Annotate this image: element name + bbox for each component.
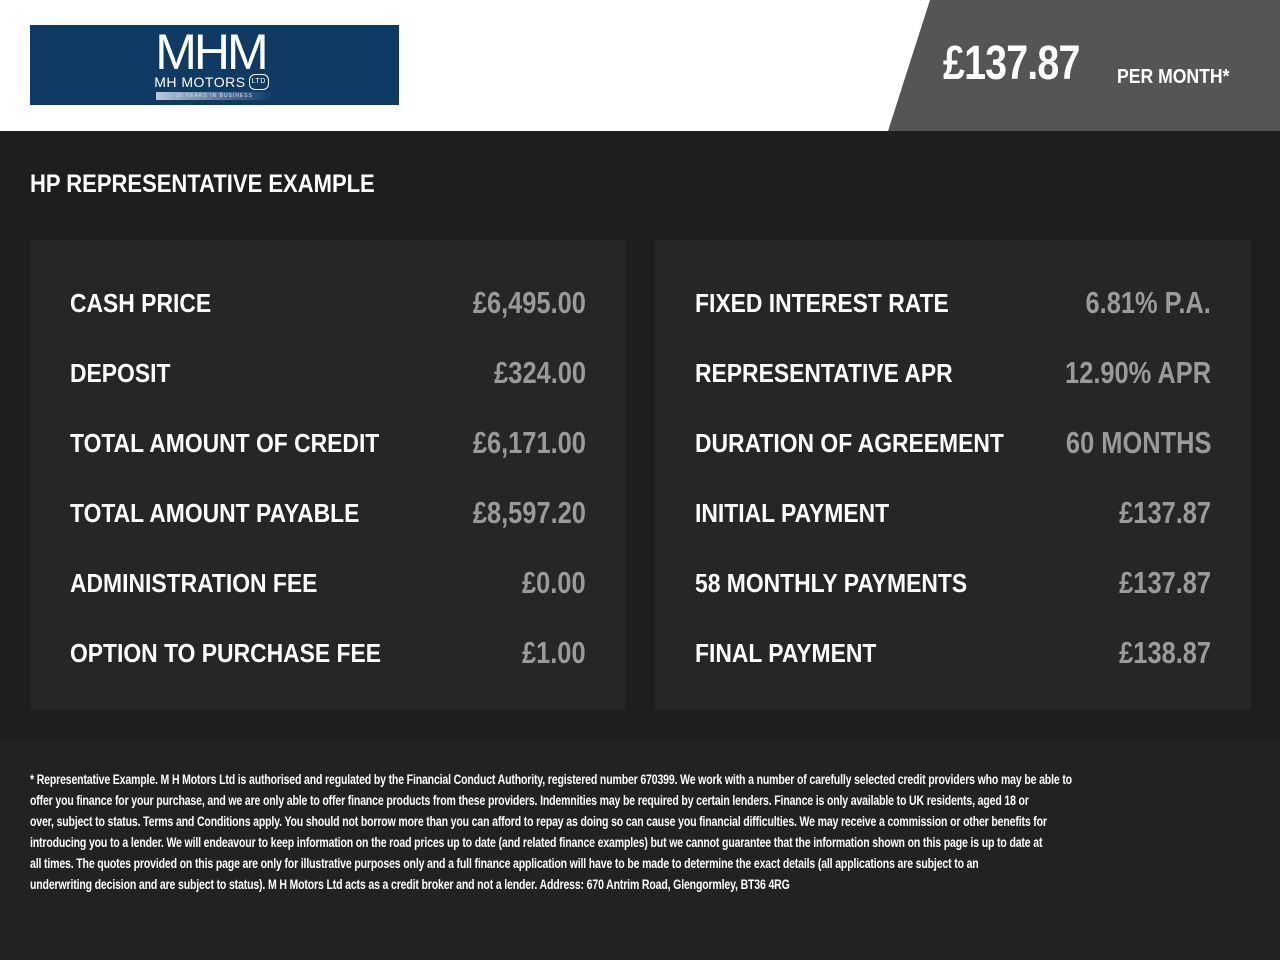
monthly-price-box: £137.87 PER MONTH*: [888, 0, 1280, 131]
row-label: FINAL PAYMENT: [695, 638, 877, 668]
row-label: REPRESENTATIVE APR: [695, 358, 953, 388]
finance-row: INITIAL PAYMENT £137.87: [695, 490, 1211, 560]
finance-row: TOTAL AMOUNT OF CREDIT £6,171.00: [70, 420, 586, 490]
row-value: 12.90% APR: [1064, 355, 1211, 390]
row-label: TOTAL AMOUNT PAYABLE: [70, 498, 360, 528]
finance-row: REPRESENTATIVE APR 12.90% APR: [695, 350, 1211, 420]
row-value: £138.87: [1119, 635, 1211, 670]
logo-years: 30 YEARS IN BUSINESS: [156, 92, 273, 100]
row-label: TOTAL AMOUNT OF CREDIT: [70, 428, 380, 458]
header-bar: MHM MH MOTORS LTD 30 YEARS IN BUSINESS £1…: [0, 0, 1280, 131]
finance-row: DEPOSIT £324.00: [70, 350, 586, 420]
finance-row: CASH PRICE £6,495.00: [70, 280, 586, 350]
row-value: 60 MONTHS: [1065, 425, 1211, 460]
disclaimer-line: introducing you to a lender. We will end…: [30, 835, 1043, 850]
finance-row: FIXED INTEREST RATE 6.81% P.A.: [695, 280, 1211, 350]
logo-company: MH MOTORS: [154, 74, 246, 90]
row-label: INITIAL PAYMENT: [695, 498, 890, 528]
disclaimer-line: * Representative Example. M H Motors Ltd…: [30, 772, 1072, 787]
disclaimer-line: underwriting decision and are subject to…: [30, 877, 790, 892]
row-value: £324.00: [494, 355, 586, 390]
per-month-label: PER MONTH*: [1117, 66, 1230, 88]
row-value: £0.00: [522, 565, 586, 600]
finance-row: TOTAL AMOUNT PAYABLE £8,597.20: [70, 490, 586, 560]
finance-row: OPTION TO PURCHASE FEE £1.00: [70, 630, 586, 700]
row-value: £137.87: [1119, 495, 1211, 530]
mh-motors-logo[interactable]: MHM MH MOTORS LTD 30 YEARS IN BUSINESS: [30, 25, 399, 105]
row-label: CASH PRICE: [70, 288, 212, 318]
finance-row: DURATION OF AGREEMENT 60 MONTHS: [695, 420, 1211, 490]
disclaimer-line: all times. The quotes provided on this p…: [30, 856, 979, 871]
row-value: £1.00: [522, 635, 586, 670]
finance-row: 58 MONTHLY PAYMENTS £137.87: [695, 560, 1211, 630]
finance-row: ADMINISTRATION FEE £0.00: [70, 560, 586, 630]
logo-ltd: LTD: [248, 74, 269, 90]
row-label: DURATION OF AGREEMENT: [695, 428, 1004, 458]
row-label: ADMINISTRATION FEE: [70, 568, 318, 598]
finance-panel-right: FIXED INTEREST RATE 6.81% P.A. REPRESENTA…: [655, 240, 1251, 710]
disclaimer-line: over, subject to status. Terms and Condi…: [30, 814, 1047, 829]
row-value: £6,171.00: [472, 425, 586, 460]
disclaimer-text: * Representative Example. M H Motors Ltd…: [30, 769, 1280, 895]
disclaimer-section: * Representative Example. M H Motors Ltd…: [0, 740, 1280, 960]
row-value: 6.81% P.A.: [1085, 285, 1211, 320]
page-title: HP REPRESENTATIVE EXAMPLE: [30, 170, 375, 198]
finance-row: FINAL PAYMENT £138.87: [695, 630, 1211, 700]
row-label: DEPOSIT: [70, 358, 171, 388]
monthly-price: £137.87: [943, 37, 1080, 90]
row-value: £6,495.00: [472, 285, 586, 320]
row-label: OPTION TO PURCHASE FEE: [70, 638, 382, 668]
row-value: £137.87: [1119, 565, 1211, 600]
logo-name: MH MOTORS LTD: [154, 74, 269, 90]
finance-panel-left: CASH PRICE £6,495.00 DEPOSIT £324.00 TOTAL…: [30, 240, 626, 710]
logo-mark: MHM: [155, 24, 268, 80]
row-value: £8,597.20: [472, 495, 586, 530]
row-label: 58 MONTHLY PAYMENTS: [695, 568, 968, 598]
disclaimer-line: offer you finance for your purchase, and…: [30, 793, 1029, 808]
row-label: FIXED INTEREST RATE: [695, 288, 949, 318]
